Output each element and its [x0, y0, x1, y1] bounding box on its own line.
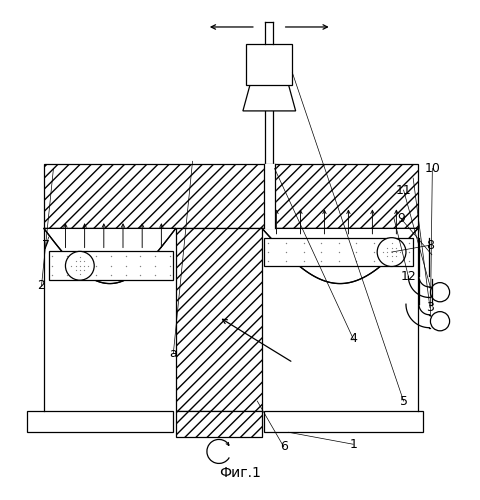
Text: Фиг.1: Фиг.1	[219, 466, 261, 480]
Polygon shape	[44, 228, 175, 283]
Bar	[264, 410, 422, 432]
Text: 7: 7	[42, 238, 50, 252]
Polygon shape	[262, 228, 417, 283]
Bar	[264, 164, 274, 228]
Text: 6: 6	[279, 440, 287, 453]
Circle shape	[430, 312, 449, 331]
Polygon shape	[44, 164, 417, 228]
Text: 8: 8	[425, 238, 433, 252]
Text: 10: 10	[423, 162, 439, 175]
Text: 2: 2	[37, 280, 45, 292]
Polygon shape	[242, 84, 295, 111]
Text: 1: 1	[348, 438, 357, 450]
Text: a: a	[169, 346, 177, 360]
Text: 3: 3	[425, 301, 433, 314]
Bar	[264, 238, 412, 266]
Text: 4: 4	[348, 332, 357, 345]
Text: 11: 11	[395, 184, 410, 196]
Polygon shape	[175, 410, 262, 437]
Bar	[27, 410, 173, 432]
Circle shape	[430, 282, 449, 302]
Polygon shape	[175, 228, 262, 410]
Bar	[48, 252, 173, 280]
Text: 12: 12	[400, 270, 415, 283]
Circle shape	[65, 252, 94, 280]
Bar	[246, 44, 292, 84]
Text: 5: 5	[399, 394, 407, 407]
Text: 9: 9	[396, 212, 404, 226]
Circle shape	[376, 238, 405, 266]
